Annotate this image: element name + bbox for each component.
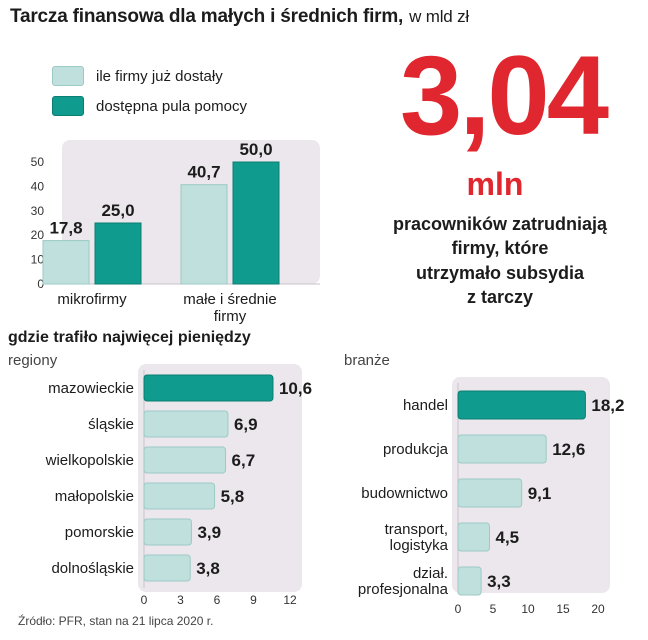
x-tick-label: 15 (556, 602, 570, 615)
x-tick-label: 0 (141, 593, 148, 607)
x-tick-label: małe i średnie (183, 291, 276, 308)
bar-male-i-srednie-firmy-received (180, 184, 228, 285)
bar-transport-logistyka (457, 522, 490, 552)
x-tick-label: 12 (283, 593, 297, 607)
source-note: Źródło: PFR, stan na 21 lipca 2020 r. (18, 614, 214, 628)
category-label: wielkopolskie (45, 452, 134, 469)
headline-unit: mln (466, 166, 524, 202)
data-label: 4,5 (496, 528, 520, 547)
regions-panel-title: regiony (8, 352, 58, 369)
section-title: gdzie trafiło najwięcej pieniędzy (8, 329, 251, 346)
data-label: 12,6 (552, 440, 585, 459)
title-unit: w mld zł (409, 7, 469, 26)
bar-dzial-profesjonalna (457, 566, 482, 596)
category-label: produkcja (383, 441, 449, 458)
category-label: transport, (385, 521, 448, 538)
y-tick-label: 20 (31, 228, 45, 242)
bar-male-i-srednie-firmy-available (232, 161, 280, 285)
category-label: dolnośląskie (51, 560, 134, 577)
data-label: 17,8 (49, 219, 82, 238)
y-tick-label: 50 (31, 155, 45, 169)
data-label: 40,7 (187, 163, 220, 182)
legend-swatch-available (52, 96, 84, 116)
data-label: 25,0 (101, 201, 134, 220)
headline-caption: pracowników zatrudniają firmy, które utr… (392, 214, 608, 307)
x-tick-label: 5 (490, 602, 497, 615)
x-tick-label: 20 (591, 602, 605, 615)
data-label: 6,9 (234, 415, 258, 434)
x-tick-label: 0 (455, 602, 462, 615)
chart-title: Tarcza finansowa dla małych i średnich f… (10, 6, 469, 28)
data-label: 3,8 (196, 559, 220, 578)
data-label: 3,3 (487, 572, 511, 591)
x-tick-label: 10 (521, 602, 535, 615)
top-bar-chart: 0 10 20 30 40 50 17,8 25,0 mikrofirmy 40,7 50,0 mał… (31, 140, 320, 325)
bar-slaskie (143, 410, 229, 438)
headline-number: 3,04 (400, 33, 609, 158)
y-tick-label: 0 (37, 277, 44, 291)
bar-mazowieckie (143, 374, 274, 402)
bar-malopolskie (143, 482, 216, 510)
bar-handel (457, 390, 586, 420)
category-label: małopolskie (55, 488, 134, 505)
data-label: 10,6 (279, 379, 312, 398)
category-label: dział. (413, 565, 448, 582)
category-label: pomorskie (65, 524, 134, 541)
category-label: mazowieckie (48, 380, 134, 397)
category-label: logistyka (390, 537, 449, 554)
category-label: śląskie (88, 416, 134, 433)
y-tick-label: 30 (31, 204, 45, 218)
plot-background (452, 377, 610, 593)
bar-mikrofirmy-received (42, 240, 90, 285)
data-label: 5,8 (221, 487, 245, 506)
data-label: 50,0 (239, 140, 272, 159)
title-text: Tarcza finansowa dla małych i średnich f… (10, 6, 404, 27)
bar-budownictwo (457, 478, 523, 508)
y-tick-label: 40 (31, 179, 45, 193)
x-tick-label: 3 (177, 593, 184, 607)
legend-label-received: ile firmy już dostały (96, 67, 223, 85)
data-label: 9,1 (528, 484, 552, 503)
category-label: handel (403, 397, 448, 414)
x-tick-label: 9 (250, 593, 257, 607)
x-tick-label: firmy (214, 308, 247, 325)
bar-produkcja (457, 434, 547, 464)
data-label: 18,2 (591, 396, 624, 415)
bar-pomorskie (143, 518, 192, 546)
bar-mikrofirmy-available (94, 222, 142, 285)
bar-wielkopolskie (143, 446, 227, 474)
legend-item-received: ile firmy już dostały (52, 66, 223, 86)
legend-label-available: dostępna pula pomocy (96, 97, 247, 115)
data-label: 3,9 (197, 523, 221, 542)
legend-item-available: dostępna pula pomocy (52, 96, 247, 116)
industries-panel-title: branże (344, 352, 390, 369)
category-label: profesjonalna (358, 581, 449, 598)
regions-bar-chart: 10,6 mazowieckie 6,9 śląskie 6,7 wielkopolski… (45, 364, 312, 607)
x-tick-label: mikrofirmy (57, 291, 127, 308)
data-label: 6,7 (232, 451, 256, 470)
legend-swatch-received (52, 66, 84, 86)
y-tick-label: 10 (31, 253, 45, 267)
category-label: budownictwo (361, 485, 448, 502)
bar-dolnoslaskie (143, 554, 191, 582)
industries-bar-chart: 18,2 handel 12,6 produkcja 9,1 budownictwo 4,5… (358, 377, 624, 615)
x-tick-label: 6 (214, 593, 221, 607)
